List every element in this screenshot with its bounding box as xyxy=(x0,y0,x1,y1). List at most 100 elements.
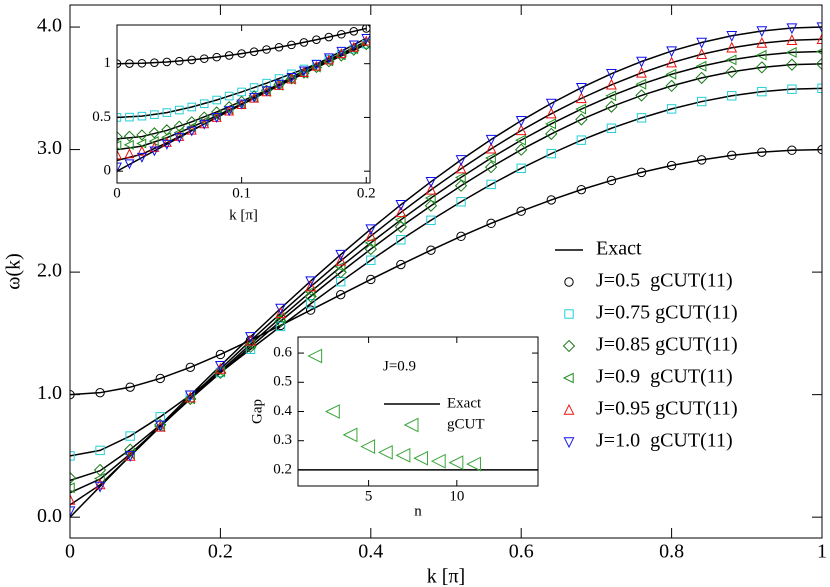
marker xyxy=(323,53,334,64)
marker xyxy=(125,382,135,392)
marker xyxy=(787,145,797,155)
marker xyxy=(545,127,558,141)
marker xyxy=(305,305,316,315)
marker xyxy=(349,27,359,36)
x-axis-label: n xyxy=(414,503,422,519)
marker xyxy=(361,25,370,33)
marker xyxy=(366,274,376,285)
marker xyxy=(124,159,135,170)
marker xyxy=(666,56,678,68)
marker xyxy=(377,444,393,460)
marker xyxy=(454,179,468,192)
marker xyxy=(786,23,798,35)
y-tick-label: 0.5 xyxy=(92,109,111,125)
y-tick-label: 2.0 xyxy=(37,260,62,282)
marker xyxy=(311,59,322,70)
marker xyxy=(546,195,556,205)
exact-line xyxy=(70,148,822,396)
legend-label: Exact xyxy=(596,238,642,260)
legend-marker xyxy=(564,309,574,319)
marker xyxy=(299,38,309,47)
marker xyxy=(285,73,298,85)
marker xyxy=(125,431,135,441)
marker xyxy=(310,62,321,73)
marker xyxy=(224,51,234,60)
marker xyxy=(361,34,370,45)
marker xyxy=(186,126,197,137)
marker xyxy=(124,148,135,159)
plot-content xyxy=(117,25,370,173)
marker xyxy=(236,99,247,110)
marker xyxy=(262,45,271,54)
marker xyxy=(224,106,235,117)
marker xyxy=(515,143,528,156)
y-tick-label: 0.6 xyxy=(273,345,292,361)
marker xyxy=(695,71,708,85)
marker xyxy=(125,59,134,68)
legend-label: gCUT xyxy=(447,416,485,432)
marker xyxy=(666,46,678,58)
marker xyxy=(137,58,147,68)
marker xyxy=(199,54,209,63)
marker xyxy=(249,47,259,56)
marker xyxy=(211,106,223,118)
marker xyxy=(287,40,296,50)
plot-frame xyxy=(297,336,539,487)
marker xyxy=(136,145,147,156)
legend-label: J=1.0 gCUT(11) xyxy=(596,430,733,452)
y-tick-label: 3.0 xyxy=(37,137,62,159)
marker xyxy=(186,124,197,135)
marker xyxy=(516,163,526,174)
marker xyxy=(184,392,197,406)
marker xyxy=(70,471,77,485)
marker xyxy=(184,393,196,405)
marker xyxy=(606,123,617,133)
marker xyxy=(348,41,359,52)
marker xyxy=(348,40,359,51)
marker xyxy=(298,66,309,77)
y-axis-label: Gap xyxy=(249,399,265,424)
marker xyxy=(323,56,335,68)
marker xyxy=(162,108,172,117)
exact-line xyxy=(70,26,822,518)
y-tick-label: 0 xyxy=(104,163,112,179)
marker xyxy=(430,453,446,469)
annotation: J=0.9 xyxy=(383,358,416,374)
marker xyxy=(298,67,309,78)
legend-label: J=0.75 gCUT(11) xyxy=(596,302,738,324)
marker xyxy=(545,98,557,110)
marker xyxy=(117,140,122,151)
marker xyxy=(725,65,738,78)
y-tick-label: 0.2 xyxy=(273,461,292,477)
marker xyxy=(245,334,256,346)
marker xyxy=(696,48,708,59)
marker xyxy=(161,139,172,150)
marker xyxy=(575,92,587,104)
marker xyxy=(337,29,346,39)
marker xyxy=(755,49,767,61)
marker xyxy=(576,184,587,195)
marker xyxy=(214,361,226,372)
legend-marker xyxy=(562,372,574,384)
x-tick-label: 0 xyxy=(65,541,75,563)
marker xyxy=(94,481,106,493)
marker xyxy=(307,348,323,364)
marker xyxy=(545,118,556,130)
marker xyxy=(150,58,159,68)
marker xyxy=(275,303,286,315)
marker xyxy=(424,199,438,212)
marker xyxy=(666,160,677,171)
legend-label: J=0.95 gCUT(11) xyxy=(596,398,738,420)
marker xyxy=(334,261,346,273)
marker xyxy=(396,259,406,270)
marker xyxy=(162,57,172,67)
legend-marker xyxy=(563,437,575,449)
marker xyxy=(342,427,358,443)
y-tick-label: 0.4 xyxy=(273,403,292,419)
marker xyxy=(606,69,617,80)
marker xyxy=(312,35,321,45)
marker xyxy=(136,129,148,141)
marker xyxy=(117,131,123,143)
legend-label: Exact xyxy=(447,395,482,411)
marker xyxy=(173,127,184,138)
